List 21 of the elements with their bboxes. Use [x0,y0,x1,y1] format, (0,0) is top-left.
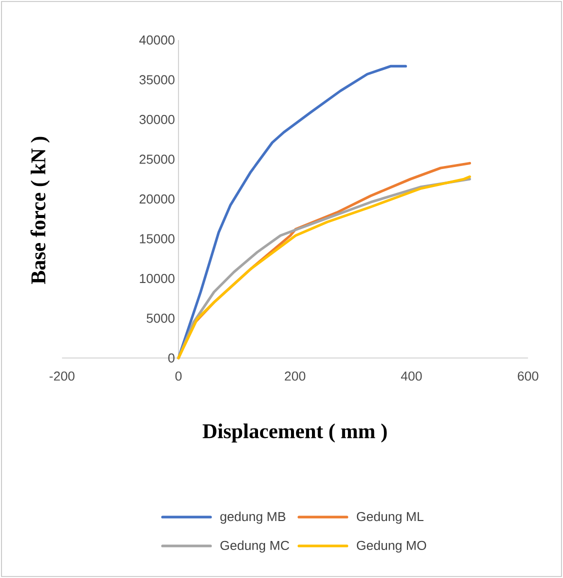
y-tick-label: 40000 [139,35,174,45]
x-tick-label: 0 [175,372,182,381]
y-tick-label: 0 [168,353,174,363]
y-axis-title: Base force ( kN ) [30,136,50,284]
y-tick-label: 20000 [140,194,174,204]
x-tick-label: -200 [50,372,74,381]
y-tick-label: 30000 [139,114,174,124]
legend-label: gedung MB [220,512,286,524]
line-series [177,64,407,360]
y-tick-label: 15000 [140,234,174,244]
x-tick-label: 200 [284,372,306,381]
y-tick-label: 10000 [140,274,174,284]
y-tick-label: 35000 [139,75,174,84]
x-tick-label: 600 [518,372,538,381]
legend-label: Gedung ML [356,512,424,524]
y-tick-label: 25000 [140,154,174,164]
x-tick-label: 400 [400,372,422,381]
legend-label: Gedung MO [356,540,426,553]
x-axis-title: Displacement ( mm ) [202,424,387,443]
legend-label: Gedung MC [220,540,290,553]
y-tick-label: 5000 [146,314,174,323]
